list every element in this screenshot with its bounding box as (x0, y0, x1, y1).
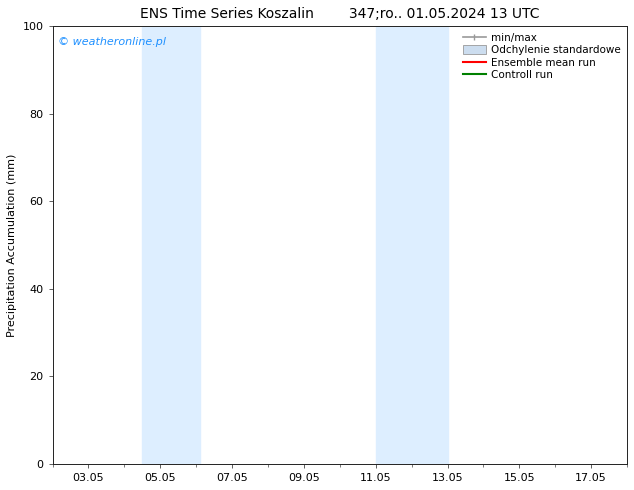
Title: ENS Time Series Koszalin        347;ro.. 01.05.2024 13 UTC: ENS Time Series Koszalin 347;ro.. 01.05.… (140, 7, 540, 21)
Text: © weatheronline.pl: © weatheronline.pl (58, 37, 166, 47)
Y-axis label: Precipitation Accumulation (mm): Precipitation Accumulation (mm) (7, 153, 17, 337)
Bar (142, 26, 200, 464)
Bar (376, 26, 448, 464)
Legend: min/max, Odchylenie standardowe, Ensemble mean run, Controll run: min/max, Odchylenie standardowe, Ensembl… (459, 28, 625, 84)
